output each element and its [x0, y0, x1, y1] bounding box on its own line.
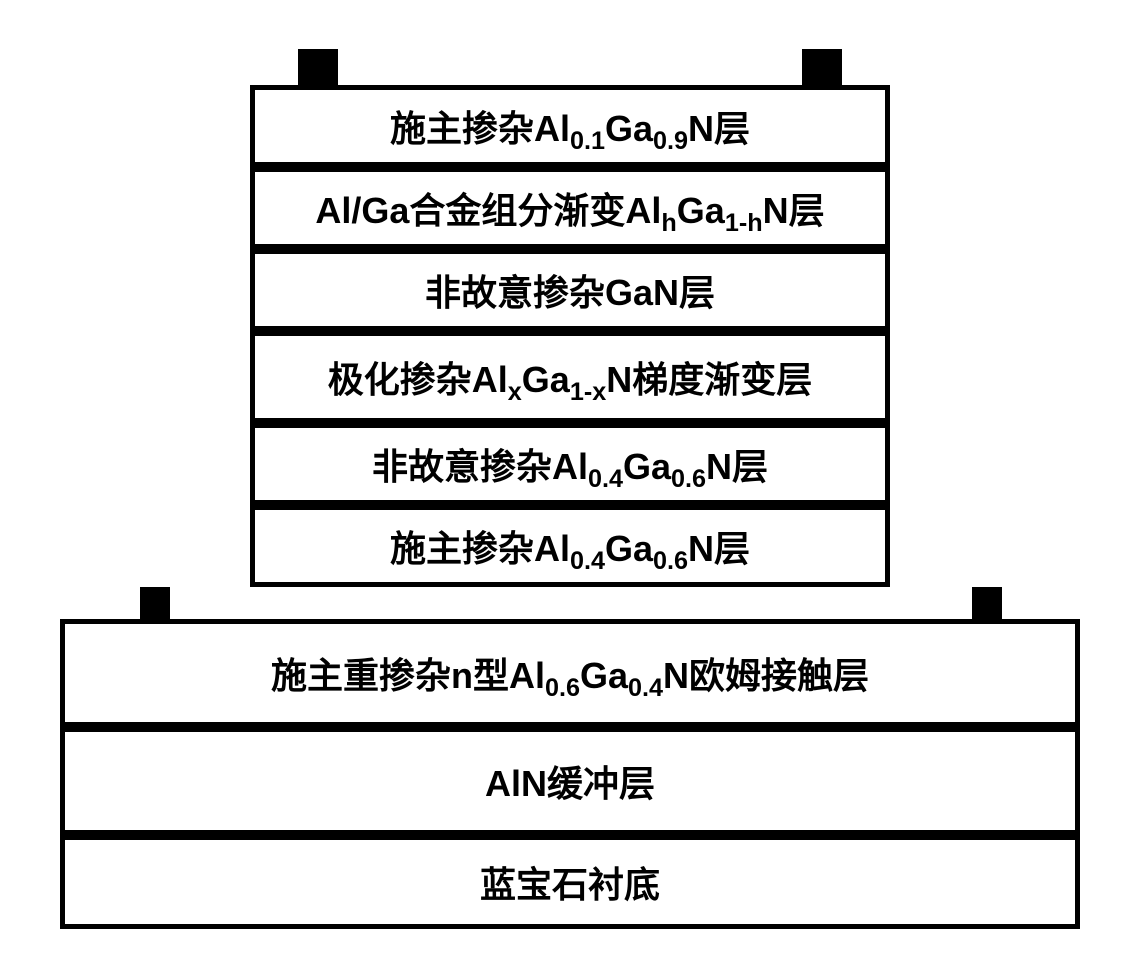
layer-label: Al/Ga合金组分渐变AlhGa1-hN层 [315, 182, 824, 234]
contact-mid-left [140, 587, 170, 619]
contact-top-right [802, 49, 842, 85]
layer-label: 非故意掺杂GaN层 [425, 264, 715, 316]
layer-unintentional-algan: 非故意掺杂Al0.4Ga0.6N层 [250, 423, 890, 505]
layer-graded-alloy: Al/Ga合金组分渐变AlhGa1-hN层 [250, 167, 890, 249]
layer-polarization-doped: 极化掺杂AlxGa1-xN梯度渐变层 [250, 331, 890, 423]
layer-unintentional-gan: 非故意掺杂GaN层 [250, 249, 890, 331]
layer-label: 极化掺杂AlxGa1-xN梯度渐变层 [328, 351, 812, 403]
layer-label: 施主掺杂Al0.1Ga0.9N层 [390, 100, 750, 152]
layer-ohmic-contact: 施主重掺杂n型Al0.6Ga0.4N欧姆接触层 [60, 619, 1080, 727]
layer-label: 施主掺杂Al0.4Ga0.6N层 [390, 520, 750, 572]
layer-stack-diagram: 施主掺杂Al0.1Ga0.9N层 Al/Ga合金组分渐变AlhGa1-hN层非故意… [60, 49, 1080, 929]
contact-top-left [298, 49, 338, 85]
layer-donor-doped-bottom: 施主掺杂Al0.4Ga0.6N层 [250, 505, 890, 587]
layer-label: AlN缓冲层 [485, 755, 655, 807]
layer-label: 蓝宝石衬底 [480, 856, 660, 908]
layer-substrate: 蓝宝石衬底 [60, 835, 1080, 929]
contact-mid-right [972, 587, 1002, 619]
layer-buffer: AlN缓冲层 [60, 727, 1080, 835]
layer-label: 施主重掺杂n型Al0.6Ga0.4N欧姆接触层 [271, 647, 869, 699]
layer-donor-doped-top: 施主掺杂Al0.1Ga0.9N层 [250, 85, 890, 167]
layer-label: 非故意掺杂Al0.4Ga0.6N层 [372, 438, 768, 490]
